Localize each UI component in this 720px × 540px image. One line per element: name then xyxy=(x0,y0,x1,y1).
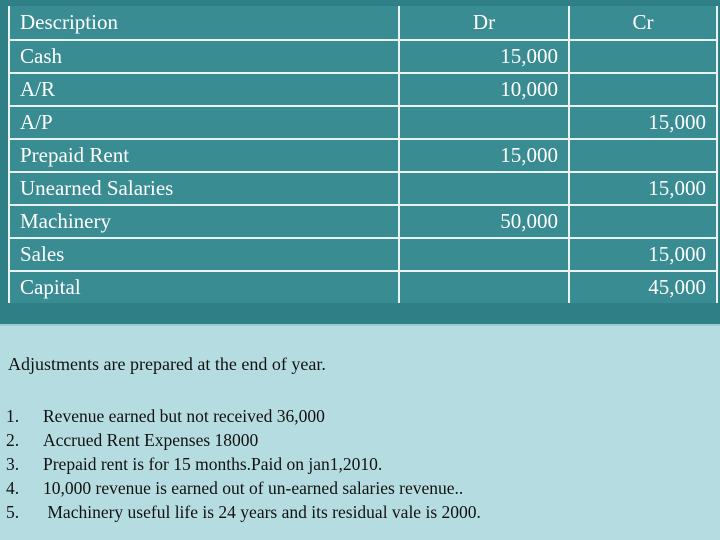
adjustments-title: Adjustments are prepared at the end of y… xyxy=(8,354,326,374)
row-cr xyxy=(568,39,718,72)
adjustments-list: 1. Revenue earned but not received 36,000… xyxy=(6,404,481,524)
table-row: Prepaid Rent 15,000 xyxy=(8,138,718,171)
row-description: A/P xyxy=(8,105,398,138)
row-cr xyxy=(568,72,718,105)
row-dr: 15,000 xyxy=(398,138,568,171)
row-dr: 50,000 xyxy=(398,204,568,237)
row-description: Unearned Salaries xyxy=(8,171,398,204)
row-cr: 15,000 xyxy=(568,171,718,204)
list-item: 2. Accrued Rent Expenses 18000 xyxy=(6,428,481,452)
row-cr xyxy=(568,204,718,237)
table-row: A/P 15,000 xyxy=(8,105,718,138)
header-cr: Cr xyxy=(568,6,718,39)
header-dr: Dr xyxy=(398,6,568,39)
row-dr xyxy=(398,105,568,138)
item-number: 3. xyxy=(6,454,20,474)
item-number: 4. xyxy=(6,478,20,498)
row-dr xyxy=(398,171,568,204)
table-row: Sales 15,000 xyxy=(8,237,718,270)
row-description: Machinery xyxy=(8,204,398,237)
header-description: Description xyxy=(8,6,398,39)
row-description: A/R xyxy=(8,72,398,105)
item-number: 2. xyxy=(6,430,20,450)
list-item: 5. Machinery useful life is 24 years and… xyxy=(6,500,481,524)
row-description: Prepaid Rent xyxy=(8,138,398,171)
list-item: 4. 10,000 revenue is earned out of un-ear… xyxy=(6,476,481,500)
trial-balance-table: Description Dr Cr Cash 15,000 A/R 10,000… xyxy=(8,6,718,303)
row-dr: 15,000 xyxy=(398,39,568,72)
row-cr xyxy=(568,138,718,171)
item-text: Prepaid rent is for 15 months.Paid on ja… xyxy=(43,454,383,474)
item-number: 1. xyxy=(6,406,20,426)
row-description: Sales xyxy=(8,237,398,270)
item-text: Machinery useful life is 24 years and it… xyxy=(43,502,481,522)
item-number: 5. xyxy=(6,502,20,522)
list-item: 3. Prepaid rent is for 15 months.Paid on … xyxy=(6,452,481,476)
item-text: Accrued Rent Expenses 18000 xyxy=(43,430,259,450)
table-row: Capital 45,000 xyxy=(8,270,718,303)
list-item: 1. Revenue earned but not received 36,000 xyxy=(6,404,481,428)
table-row: Cash 15,000 xyxy=(8,39,718,72)
table-row: A/R 10,000 xyxy=(8,72,718,105)
table-row: Machinery 50,000 xyxy=(8,204,718,237)
item-text: Revenue earned but not received 36,000 xyxy=(43,406,325,426)
row-cr: 15,000 xyxy=(568,105,718,138)
row-dr xyxy=(398,270,568,303)
adjustments-panel: Adjustments are prepared at the end of y… xyxy=(0,324,720,540)
row-dr: 10,000 xyxy=(398,72,568,105)
row-description: Cash xyxy=(8,39,398,72)
table-header-row: Description Dr Cr xyxy=(8,6,718,39)
row-dr xyxy=(398,237,568,270)
table-row: Unearned Salaries 15,000 xyxy=(8,171,718,204)
item-text: 10,000 revenue is earned out of un-earne… xyxy=(43,478,464,498)
row-cr: 15,000 xyxy=(568,237,718,270)
row-cr: 45,000 xyxy=(568,270,718,303)
row-description: Capital xyxy=(8,270,398,303)
